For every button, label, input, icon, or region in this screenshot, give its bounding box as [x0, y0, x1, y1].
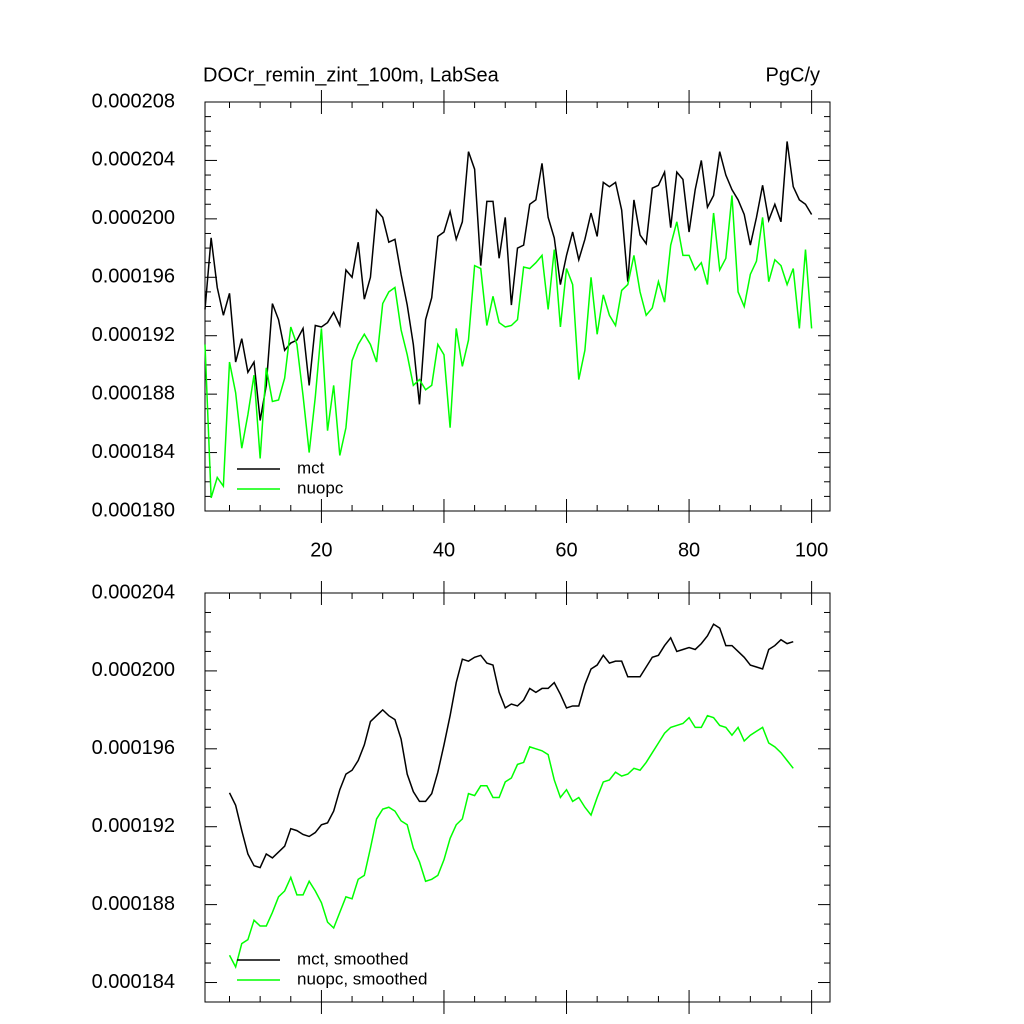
y-tick-label: 0.000184	[92, 971, 175, 993]
legend-label: nuopc, smoothed	[297, 969, 427, 988]
series-line	[204, 141, 813, 421]
series-line	[228, 714, 794, 970]
y-tick-label: 0.000192	[92, 815, 175, 837]
x-tick-label: 80	[678, 539, 700, 561]
y-tick-label: 0.000188	[92, 893, 175, 915]
y-tick-label: 0.000208	[92, 90, 175, 112]
y-tick-label: 0.000196	[92, 737, 175, 759]
y-tick-label: 0.000188	[92, 382, 175, 404]
plot-frame	[204, 101, 831, 512]
y-tick-label: 0.000184	[92, 441, 175, 463]
chart-title: DOCr_remin_zint_100m, LabSea	[203, 64, 500, 86]
y-tick-label: 0.000200	[92, 659, 175, 681]
y-tick-label: 0.000180	[92, 499, 175, 521]
y-tick-label: 0.000204	[92, 581, 175, 603]
chart-units: PgC/y	[766, 64, 820, 86]
y-tick-label: 0.000200	[92, 207, 175, 229]
y-tick-label: 0.000192	[92, 324, 175, 346]
series-line	[204, 195, 813, 499]
x-tick-label: 60	[555, 539, 577, 561]
y-tick-label: 0.000196	[92, 266, 175, 288]
x-tick-label: 20	[310, 539, 332, 561]
legend-label: nuopc	[297, 478, 344, 497]
series-line	[228, 623, 794, 869]
legend-label: mct	[297, 458, 325, 477]
x-tick-label: 40	[433, 539, 455, 561]
x-tick-label: 100	[795, 539, 828, 561]
y-tick-label: 0.000204	[92, 149, 175, 171]
legend-label: mct, smoothed	[297, 949, 409, 968]
plot-frame	[204, 592, 831, 1003]
